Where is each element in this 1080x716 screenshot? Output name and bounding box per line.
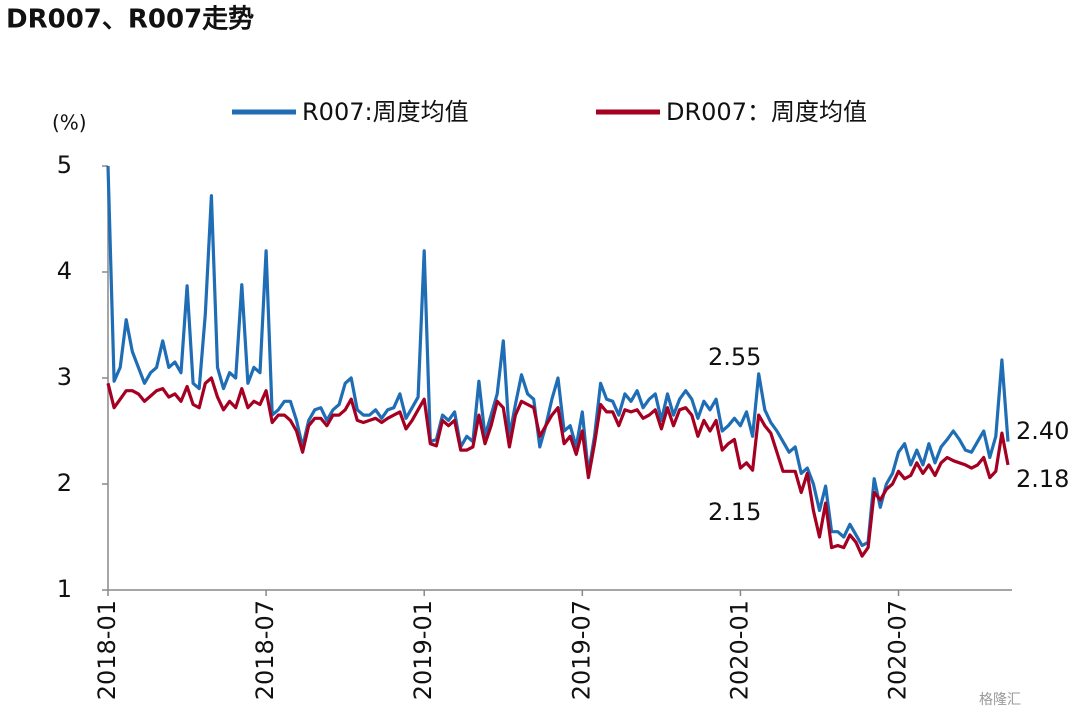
- x-tick-label: 2018-07: [251, 600, 279, 700]
- series-line: [106, 165, 1010, 548]
- legend-label: R007:周度均值: [302, 98, 469, 126]
- x-tick-label: 2020-07: [884, 600, 912, 700]
- x-tick-label: 2019-07: [567, 600, 595, 700]
- y-axis-label: (%): [52, 111, 87, 135]
- y-tick-label: 1: [57, 575, 72, 603]
- watermark: 格隆汇: [979, 692, 1021, 708]
- y-tick-label: 3: [57, 363, 72, 391]
- annotation: 2.15: [708, 498, 761, 526]
- annotation: 2.18: [1016, 465, 1069, 493]
- legend-label: DR007：周度均值: [666, 98, 867, 126]
- x-tick-label: 2019-01: [409, 600, 437, 700]
- chart-title: DR007、R007走势: [6, 5, 254, 35]
- x-tick-label: 2020-01: [725, 600, 753, 700]
- x-tick-label: 2018-01: [93, 600, 121, 700]
- annotation: 2.55: [708, 343, 761, 371]
- series-line: [106, 376, 1010, 558]
- y-tick-label: 4: [57, 257, 72, 285]
- y-tick-label: 5: [57, 151, 72, 179]
- annotation: 2.40: [1016, 417, 1069, 445]
- y-tick-label: 2: [57, 469, 72, 497]
